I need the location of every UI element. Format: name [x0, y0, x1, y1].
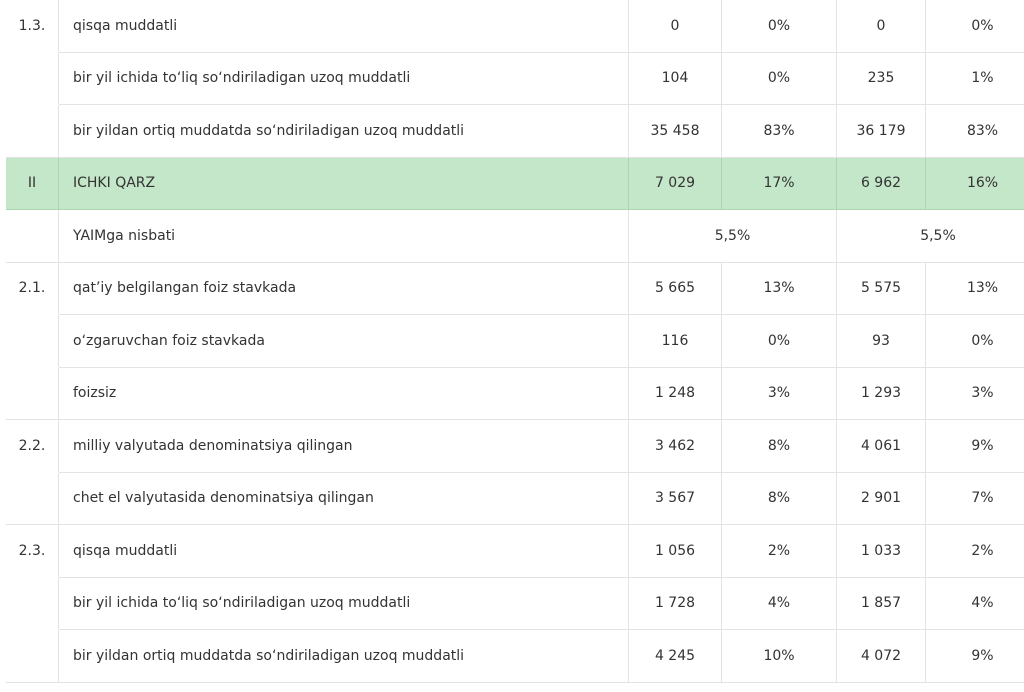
- percent-cell: 0%: [925, 0, 1024, 53]
- value-cell: 104: [628, 51, 722, 105]
- table-row: bir yil ichida to‘liq so‘ndiriladigan uz…: [6, 51, 1024, 105]
- row-label: qat’iy belgilangan foiz stavkada: [58, 261, 629, 315]
- value-cell: 0: [836, 0, 926, 53]
- percent-cell: 8%: [721, 471, 837, 525]
- row-label: bir yildan ortiq muddatda so‘ndiriladiga…: [58, 104, 629, 158]
- value-cell: 2 901: [836, 471, 926, 525]
- percent-cell: 16%: [925, 156, 1024, 210]
- value-cell: 7 029: [628, 156, 722, 210]
- value-cell: 3 462: [628, 419, 722, 473]
- value-cell: 1 728: [628, 576, 722, 630]
- percent-cell: 2%: [925, 524, 1024, 578]
- value-cell: 1 857: [836, 576, 926, 630]
- row-number: [6, 472, 59, 525]
- row-number: [6, 104, 59, 158]
- value-cell: 1 033: [836, 524, 926, 578]
- row-number: [6, 209, 59, 263]
- table-row: 1.3. qisqa muddatli 0 0% 0 0%: [6, 0, 1024, 53]
- row-number: 1.3.: [18, 17, 46, 34]
- value-cell: 93: [836, 314, 926, 368]
- value-cell: 1 293: [836, 366, 926, 420]
- row-label: YAIMga nisbati: [58, 209, 629, 263]
- row-number: 2.2.: [6, 419, 59, 472]
- value-cell: 1 056: [628, 524, 722, 578]
- percent-cell: 83%: [721, 104, 837, 158]
- table-row: 2.1. qat’iy belgilangan foiz stavkada 5 …: [6, 261, 1024, 315]
- value-cell: 116: [628, 314, 722, 368]
- percent-cell: 83%: [925, 104, 1024, 158]
- value-cell: 4 245: [628, 629, 722, 683]
- table-row-highlighted: II ICHKI QARZ 7 029 17% 6 962 16%: [6, 156, 1024, 210]
- row-label: bir yil ichida to‘liq so‘ndiriladigan uz…: [58, 51, 629, 105]
- row-number: [6, 52, 59, 105]
- percent-cell: 0%: [721, 314, 837, 368]
- percent-cell: 4%: [925, 576, 1024, 630]
- table-row: YAIMga nisbati 5,5% 5,5%: [6, 209, 1024, 263]
- percent-cell: 4%: [721, 576, 837, 630]
- row-number: [6, 315, 59, 368]
- value-cell: 235: [836, 51, 926, 105]
- table-row: 2.3. qisqa muddatli 1 056 2% 1 033 2%: [6, 524, 1024, 578]
- percent-cell: 0%: [721, 51, 837, 105]
- table-row: bir yil ichida to‘liq so‘ndiriladigan uz…: [6, 576, 1024, 630]
- row-number: [6, 577, 59, 630]
- debt-table: 1.3. qisqa muddatli 0 0% 0 0% bir yil ic…: [6, 0, 1024, 683]
- row-number: [6, 629, 59, 683]
- value-cell: 35 458: [628, 104, 722, 158]
- row-number: 2.3.: [6, 524, 59, 577]
- value-cell: 5 665: [628, 261, 722, 315]
- table-row: bir yildan ortiq muddatda so‘ndiriladiga…: [6, 104, 1024, 158]
- table-row: 2.2. milliy valyutada denominatsiya qili…: [6, 419, 1024, 473]
- row-number: II: [6, 156, 59, 210]
- row-label: chet el valyutasida denominatsiya qiling…: [58, 471, 629, 525]
- percent-cell: 0%: [925, 314, 1024, 368]
- percent-cell: 17%: [721, 156, 837, 210]
- row-label: o‘zgaruvchan foiz stavkada: [58, 314, 629, 368]
- row-label: bir yil ichida to‘liq so‘ndiriladigan uz…: [58, 576, 629, 630]
- percent-cell: 7%: [925, 471, 1024, 525]
- percent-cell: 13%: [721, 261, 837, 315]
- percent-cell: 8%: [721, 419, 837, 473]
- percent-cell: 13%: [925, 261, 1024, 315]
- value-cell: 1 248: [628, 366, 722, 420]
- row-label: qisqa muddatli: [58, 524, 629, 578]
- percent-cell: 3%: [925, 366, 1024, 420]
- row-label: milliy valyutada denominatsiya qilingan: [58, 419, 629, 473]
- value-cell: 4 072: [836, 629, 926, 683]
- merged-value-cell: 5,5%: [836, 209, 1024, 263]
- row-label: ICHKI QARZ: [58, 156, 629, 210]
- table-row: bir yildan ortiq muddatda so‘ndiriladiga…: [6, 629, 1024, 683]
- percent-cell: 2%: [721, 524, 837, 578]
- value-cell: 5 575: [836, 261, 926, 315]
- percent-cell: 9%: [925, 419, 1024, 473]
- table-row: o‘zgaruvchan foiz stavkada 116 0% 93 0%: [6, 314, 1024, 368]
- value-cell: 6 962: [836, 156, 926, 210]
- percent-cell: 10%: [721, 629, 837, 683]
- row-number: [6, 367, 59, 420]
- value-cell: 4 061: [836, 419, 926, 473]
- percent-cell: 0%: [721, 0, 837, 53]
- row-label: foizsiz: [58, 366, 629, 420]
- row-label: bir yildan ortiq muddatda so‘ndiriladiga…: [58, 629, 629, 683]
- value-cell: 36 179: [836, 104, 926, 158]
- debt-table-container: 1.3. qisqa muddatli 0 0% 0 0% bir yil ic…: [6, 0, 1024, 683]
- value-cell: 0: [628, 0, 722, 53]
- row-number: 2.1.: [6, 261, 59, 315]
- value-cell: 3 567: [628, 471, 722, 525]
- table-row: foizsiz 1 248 3% 1 293 3%: [6, 366, 1024, 420]
- percent-cell: 9%: [925, 629, 1024, 683]
- percent-cell: 3%: [721, 366, 837, 420]
- row-label: qisqa muddatli: [58, 0, 629, 53]
- table-row: chet el valyutasida denominatsiya qiling…: [6, 471, 1024, 525]
- percent-cell: 1%: [925, 51, 1024, 105]
- merged-value-cell: 5,5%: [628, 209, 837, 263]
